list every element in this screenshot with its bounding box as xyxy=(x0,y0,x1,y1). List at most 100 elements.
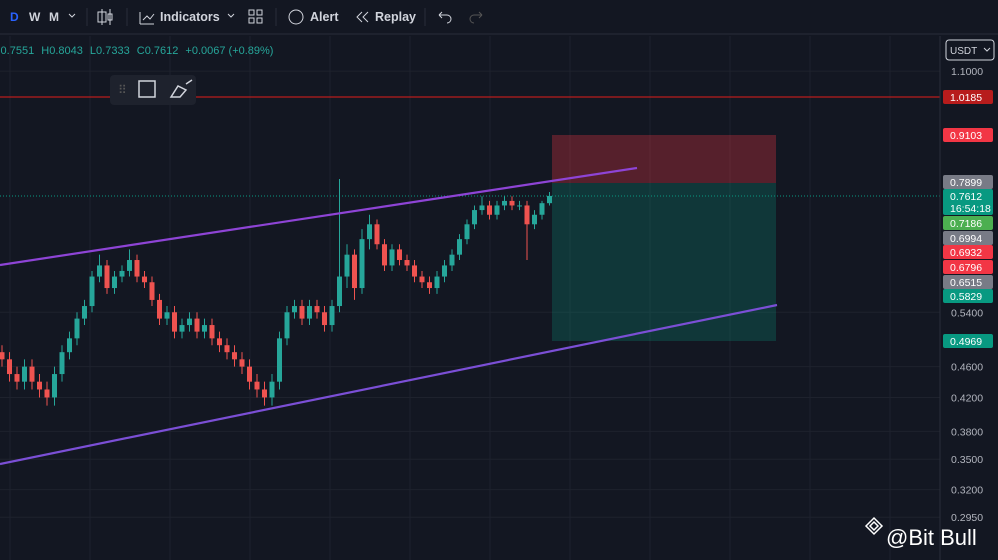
replay-icon[interactable] xyxy=(356,11,369,23)
candle-body xyxy=(44,389,50,398)
candle-body xyxy=(427,282,432,289)
candle-body xyxy=(292,306,297,313)
price-tag xyxy=(943,275,993,289)
candle-body xyxy=(127,260,132,271)
dropdown-arrow[interactable] xyxy=(227,13,235,18)
watermark: @Bit Bull xyxy=(886,525,977,550)
candle-body xyxy=(262,389,267,398)
target-zone[interactable] xyxy=(552,183,776,341)
candle-body xyxy=(367,224,372,240)
candle-body xyxy=(307,306,312,319)
alert[interactable]: Alert xyxy=(310,10,339,24)
candle-body xyxy=(464,224,470,240)
candle-body xyxy=(112,276,117,289)
y-tick-label: 0.4200 xyxy=(951,392,983,404)
top-toolbar xyxy=(0,0,998,34)
close: C0.7612 xyxy=(137,45,179,57)
candle-body xyxy=(179,325,185,332)
candle-body xyxy=(232,352,237,360)
indicators-icon[interactable] xyxy=(139,12,155,25)
candle-body xyxy=(247,366,252,382)
open: O0.7551 xyxy=(0,45,34,57)
candle-body xyxy=(374,224,380,245)
candle-body xyxy=(419,276,425,283)
currency-select[interactable] xyxy=(945,39,995,61)
candle-body xyxy=(314,306,320,313)
candle-body xyxy=(487,205,492,215)
alert-icon[interactable] xyxy=(288,9,304,25)
candle-body xyxy=(479,205,485,211)
candle-body xyxy=(299,306,305,319)
candle-body xyxy=(442,265,447,277)
watermark-logo xyxy=(864,516,884,536)
candle-body xyxy=(434,276,440,289)
price-tag xyxy=(943,289,993,303)
candle-body xyxy=(412,265,417,277)
y-tick-label: 0.3800 xyxy=(951,426,983,438)
candle-body xyxy=(97,265,102,277)
candle-body xyxy=(22,366,27,382)
candle-body xyxy=(532,214,537,225)
candle-body xyxy=(502,200,507,206)
candle-body xyxy=(74,318,80,339)
candle-body xyxy=(59,352,65,375)
price-tag-label: 0.9103 xyxy=(950,130,982,142)
candle-body xyxy=(202,325,207,332)
price-tag-label: 0.7612 xyxy=(950,191,982,203)
candle-body xyxy=(0,352,5,360)
candle-body xyxy=(217,338,222,346)
y-tick-label: 0.5400 xyxy=(951,307,983,319)
indicators[interactable]: Indicators xyxy=(160,10,220,24)
undo[interactable] xyxy=(438,11,452,24)
candle-body xyxy=(7,359,12,375)
axis-labels: 1.1000 0.5400 0.4600 0.4200 0.3800 0.3500 0.32… xyxy=(943,66,993,524)
candle-body xyxy=(389,249,395,266)
dropdown-arrow[interactable] xyxy=(68,13,76,18)
candle-body xyxy=(509,200,515,206)
candle-body xyxy=(89,276,95,307)
price-tag-label: 0.6796 xyxy=(950,262,982,274)
candle-body xyxy=(172,312,177,332)
high: H0.8043 xyxy=(41,45,83,57)
candle-body xyxy=(359,239,365,289)
candle-body xyxy=(329,306,335,326)
redo[interactable] xyxy=(469,11,483,24)
price-tag xyxy=(943,128,993,142)
candle-body xyxy=(277,338,282,382)
currency[interactable]: USDT xyxy=(950,46,977,57)
candle-body xyxy=(284,312,290,339)
candle-body xyxy=(449,254,455,266)
candle-body xyxy=(457,239,462,255)
price-tag xyxy=(943,334,993,348)
channel-lower[interactable] xyxy=(0,303,778,466)
brush-tool[interactable] xyxy=(169,79,193,98)
candle-body xyxy=(187,318,192,326)
price-tag-label: 0.6994 xyxy=(950,233,982,245)
candle-body xyxy=(239,359,245,367)
candle-body xyxy=(352,254,357,289)
y-tick-label: 0.3200 xyxy=(951,485,983,497)
layouts[interactable] xyxy=(248,9,263,24)
dropdown-arrow[interactable] xyxy=(983,47,991,52)
price-tag xyxy=(943,90,993,104)
candle-body xyxy=(337,276,342,307)
interval[interactable]: M xyxy=(49,10,59,24)
candle-body xyxy=(142,276,147,283)
channel-upper[interactable] xyxy=(0,166,638,267)
candle-body xyxy=(322,312,327,326)
price-tag xyxy=(943,189,993,215)
interval[interactable]: D xyxy=(10,10,19,24)
price-tag-label: 0.7899 xyxy=(950,177,982,189)
candle-body xyxy=(194,318,200,332)
low: L0.7333 xyxy=(90,45,130,57)
rect-tool[interactable] xyxy=(138,80,156,98)
interval[interactable]: W xyxy=(29,10,41,24)
price-tag-label: 0.5829 xyxy=(950,291,982,303)
drag-handle[interactable]: ⠿ xyxy=(118,83,127,97)
price-tag xyxy=(943,216,993,230)
chart-type[interactable] xyxy=(97,9,113,25)
replay[interactable]: Replay xyxy=(375,10,416,24)
candle-body xyxy=(52,374,57,398)
price-tag-label: 1.0185 xyxy=(950,92,982,104)
